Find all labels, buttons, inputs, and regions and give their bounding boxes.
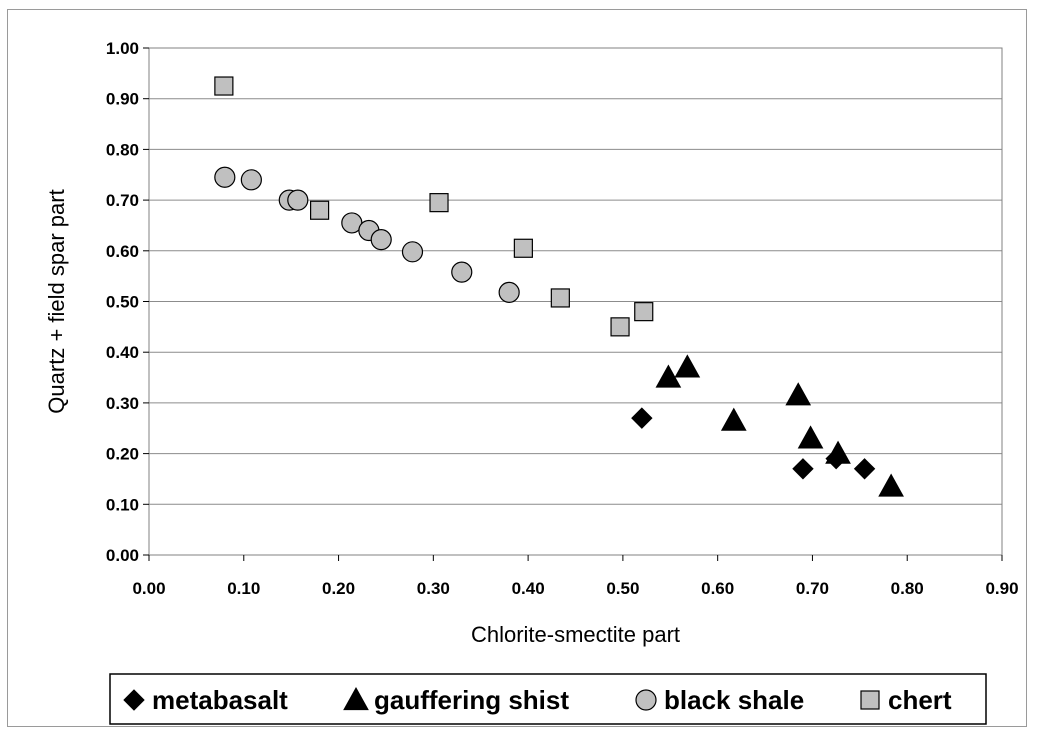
legend-triangle-icon — [343, 686, 369, 711]
x-tick-label: 0.00 — [132, 579, 165, 598]
diamond-point — [792, 458, 814, 480]
x-tick-label: 0.70 — [796, 579, 829, 598]
triangle-point — [878, 473, 904, 497]
legend-circle-icon — [635, 689, 657, 711]
y-tick-label: 0.20 — [106, 445, 139, 464]
y-tick-label: 0.30 — [106, 394, 139, 413]
y-tick-label: 0.50 — [106, 293, 139, 312]
legend-label: gauffering shist — [374, 685, 569, 715]
square-point — [610, 317, 630, 337]
y-axis-title: Quartz + field spar part — [44, 189, 69, 413]
y-tick-label: 0.90 — [106, 90, 139, 109]
diamond-point — [853, 458, 876, 480]
circle-point — [498, 281, 520, 303]
circle-point — [287, 189, 309, 211]
triangle-point — [655, 364, 682, 388]
y-tick-label: 0.00 — [106, 546, 139, 565]
x-axis-ticks: 0.00 0.10 0.20 0.30 0.40 0.50 0.60 0.70 0.80 0.90 — [132, 555, 1019, 598]
square-point — [310, 200, 330, 220]
x-tick-label: 0.10 — [227, 579, 260, 598]
series-black-shale — [214, 166, 520, 303]
x-tick-label: 0.20 — [322, 579, 355, 598]
circle-point — [240, 169, 262, 191]
triangle-point — [674, 354, 701, 378]
x-tick-label: 0.40 — [512, 579, 545, 598]
x-tick-label: 0.90 — [985, 579, 1018, 598]
legend: metabasalt gauffering shist black shale che… — [109, 673, 987, 725]
square-point — [429, 193, 449, 213]
circle-point — [451, 261, 473, 283]
x-tick-label: 0.80 — [891, 579, 924, 598]
circle-point — [401, 241, 424, 263]
x-axis-title: Chlorite-smectite part — [471, 622, 680, 647]
y-tick-label: 0.10 — [106, 495, 139, 514]
x-tick-label: 0.60 — [701, 579, 734, 598]
diamond-point — [631, 407, 653, 429]
legend-square-icon — [860, 690, 880, 710]
circle-point — [214, 166, 236, 188]
x-tick-label: 0.30 — [417, 579, 450, 598]
series-chert — [214, 76, 654, 337]
legend-label: black shale — [664, 685, 804, 715]
y-tick-label: 0.40 — [106, 343, 139, 362]
y-tick-label: 1.00 — [106, 39, 139, 58]
square-point — [214, 76, 234, 96]
square-point — [550, 288, 570, 308]
triangle-point — [785, 382, 812, 406]
y-tick-label: 0.60 — [106, 242, 139, 261]
triangle-point — [797, 425, 824, 449]
triangle-point — [825, 440, 851, 464]
legend-label: metabasalt — [152, 685, 288, 715]
legend-box — [109, 673, 987, 725]
legend-diamond-icon — [123, 689, 145, 711]
x-tick-label: 0.50 — [606, 579, 639, 598]
y-axis-ticks: 0.00 0.10 0.20 0.30 0.40 0.50 0.60 0.70 0.80 0.90… — [106, 39, 149, 565]
series-gauffering-shist — [655, 354, 904, 497]
square-point — [634, 302, 654, 322]
grid-lines — [149, 47, 1002, 556]
square-point — [513, 238, 533, 258]
triangle-point — [720, 407, 747, 431]
chart-frame — [7, 9, 1027, 727]
circle-point — [370, 229, 392, 251]
y-tick-label: 0.70 — [106, 191, 139, 210]
legend-label: chert — [888, 685, 952, 715]
data-points — [214, 76, 904, 497]
y-tick-label: 0.80 — [106, 140, 139, 159]
